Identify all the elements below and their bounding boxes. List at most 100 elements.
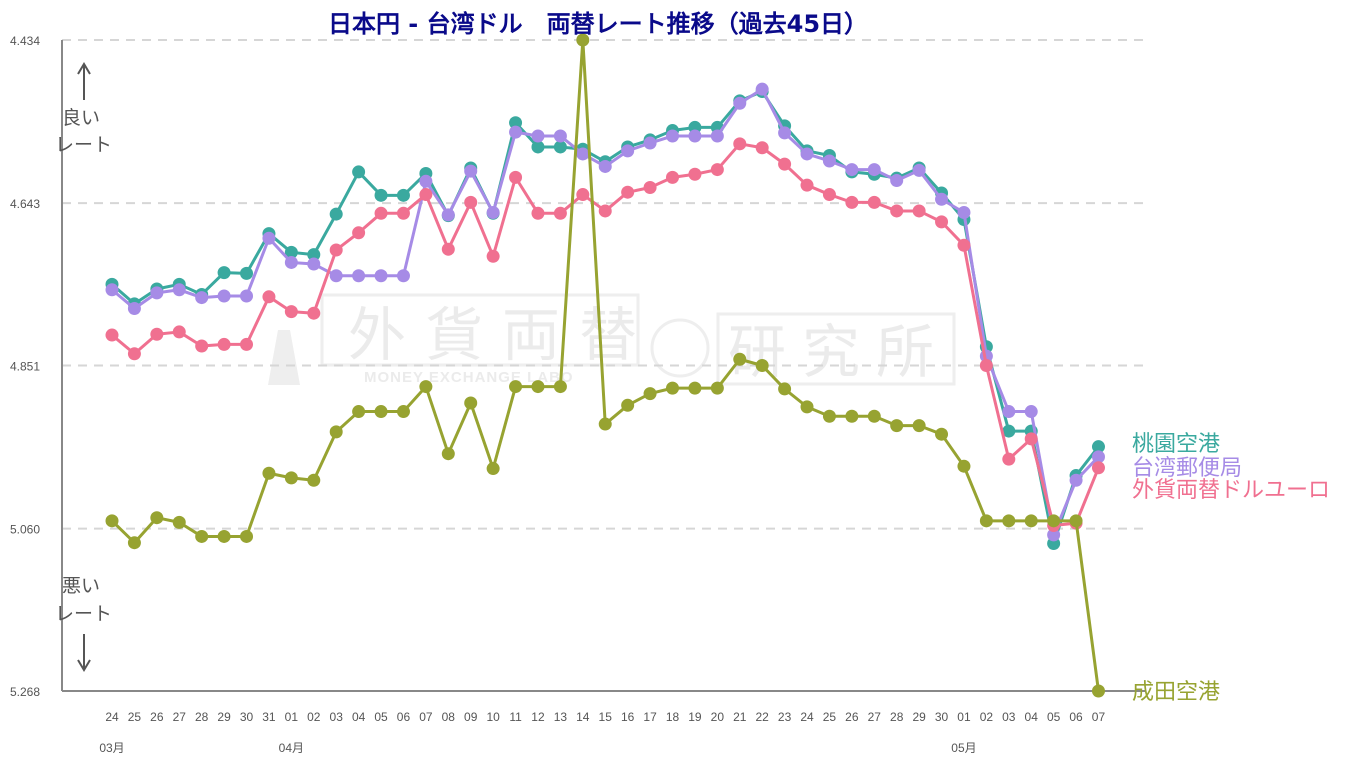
data-point	[576, 147, 590, 161]
data-point	[935, 427, 949, 441]
bad-label-line2: レート	[55, 603, 112, 625]
data-point	[553, 129, 567, 143]
x-tick-label: 22	[756, 710, 770, 724]
data-point	[755, 141, 769, 155]
month-labels: 03月 04月 05月	[99, 741, 976, 755]
data-point	[509, 170, 523, 184]
data-point	[576, 188, 590, 202]
data-point	[509, 116, 523, 130]
data-point	[396, 269, 410, 283]
x-tick-label: 04	[352, 710, 366, 724]
data-point	[666, 170, 679, 184]
x-tick-label: 26	[150, 710, 164, 724]
watermark-char: 両	[502, 301, 560, 369]
data-point	[710, 129, 724, 143]
data-point	[666, 381, 679, 395]
series-label: 桃園空港	[1132, 432, 1220, 457]
x-tick-label: 23	[778, 710, 792, 724]
data-point	[688, 167, 702, 181]
x-tick-label: 06	[1069, 710, 1083, 724]
watermark-char: 研	[728, 318, 786, 386]
data-point	[553, 380, 567, 394]
data-point	[307, 306, 321, 320]
data-point	[195, 291, 209, 305]
data-point	[733, 352, 747, 366]
data-point	[867, 409, 881, 423]
x-tick-label: 20	[711, 710, 725, 724]
y-tick-label: 5.060	[10, 523, 40, 537]
data-point	[284, 245, 298, 259]
up-arrow-head-icon	[77, 62, 91, 75]
data-point	[1091, 440, 1105, 454]
y-tick-label: 4.643	[10, 197, 40, 211]
data-point	[822, 188, 836, 202]
data-point	[127, 536, 141, 550]
data-point	[150, 511, 164, 525]
data-point	[441, 242, 455, 256]
data-point	[598, 204, 612, 218]
data-point	[105, 514, 119, 528]
x-tick-label: 29	[912, 710, 926, 724]
data-point	[979, 514, 993, 528]
data-point	[441, 208, 455, 222]
month-label: 04月	[279, 741, 304, 755]
x-tick-label: 02	[307, 710, 321, 724]
x-tick-label: 03	[330, 710, 344, 724]
data-point	[486, 249, 500, 263]
data-point	[172, 515, 186, 529]
month-label: 03月	[99, 741, 124, 755]
data-point	[464, 164, 478, 178]
data-point	[1091, 450, 1105, 464]
data-point	[329, 425, 343, 439]
x-tick-label: 13	[554, 710, 568, 724]
data-point	[890, 174, 904, 188]
watermark-char: 所	[876, 318, 934, 386]
data-point	[531, 140, 545, 154]
data-point	[240, 289, 254, 303]
data-point	[778, 126, 792, 140]
data-point	[890, 419, 904, 433]
data-point	[778, 157, 792, 171]
data-point	[531, 380, 545, 394]
data-point	[217, 337, 231, 351]
data-point	[509, 125, 523, 139]
data-point	[352, 405, 366, 419]
data-point	[800, 147, 814, 161]
data-point	[867, 163, 881, 177]
x-tick-labels: 24 25 26 27 28 29 30 31 01 02 03 04 05 06 07 08 09 10 11 12…	[105, 710, 1105, 724]
data-point	[912, 419, 926, 433]
series-3	[105, 33, 1105, 698]
data-point	[396, 188, 410, 202]
data-point	[441, 447, 455, 461]
x-tick-label: 25	[823, 710, 837, 724]
data-point	[262, 466, 276, 480]
data-point	[374, 405, 388, 419]
x-tick-label: 28	[195, 710, 209, 724]
x-tick-label: 30	[240, 710, 254, 724]
y-tick-label: 4.434	[10, 34, 40, 48]
data-point	[1047, 528, 1061, 542]
x-tick-label: 03	[1002, 710, 1016, 724]
data-point	[150, 286, 164, 300]
data-point	[464, 396, 478, 410]
x-tick-label: 01	[285, 710, 299, 724]
watermark-subtitle: MONEY EXCHANGE LABO	[364, 369, 574, 386]
series-label: 台湾郵便局	[1132, 456, 1242, 481]
data-point	[1002, 452, 1016, 466]
good-label-line1: 良い	[62, 107, 100, 129]
data-point	[374, 188, 388, 202]
data-point	[396, 206, 410, 220]
data-point	[867, 195, 881, 209]
data-point	[845, 163, 859, 177]
data-point	[979, 359, 993, 372]
data-point	[352, 269, 366, 283]
data-point	[643, 181, 657, 195]
data-point	[419, 188, 433, 202]
data-point	[912, 204, 926, 218]
data-point	[1002, 405, 1016, 419]
data-point	[307, 257, 321, 271]
x-tick-label: 07	[419, 710, 433, 724]
x-tick-label: 24	[105, 710, 119, 724]
data-point	[1024, 432, 1038, 446]
